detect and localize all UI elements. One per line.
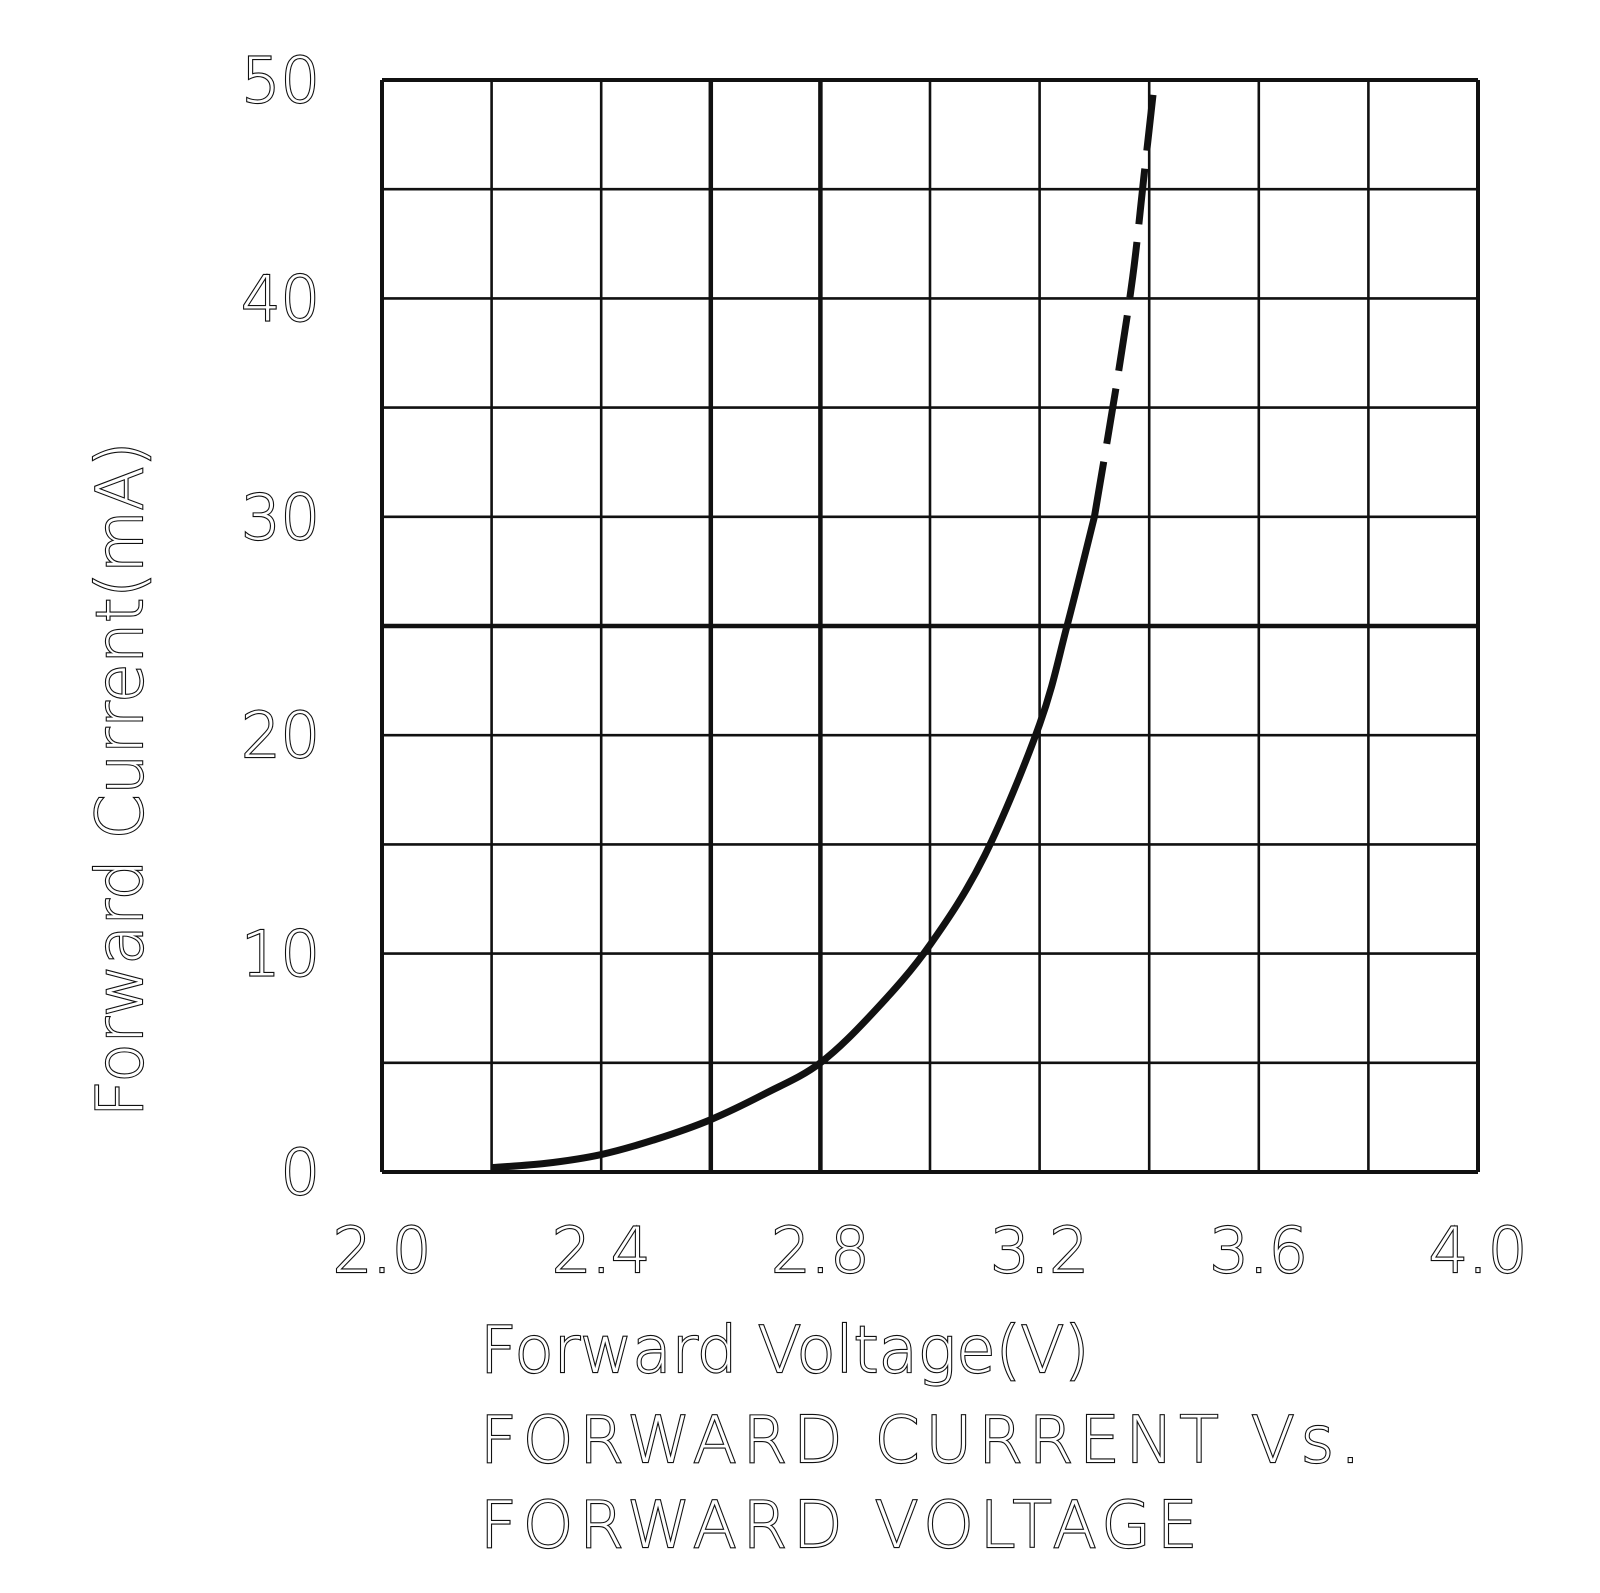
y-tick-label: 10 [241, 918, 320, 991]
grid [380, 78, 1480, 1174]
y-tick-label: 0 [281, 1136, 320, 1209]
series-lines [491, 79, 1159, 1172]
x-tick-label: 3.6 [1209, 1214, 1308, 1287]
chart-title-line-2: FORWARD VOLTAGE [480, 1489, 1203, 1563]
x-tick-label: 2.0 [333, 1214, 432, 1287]
chart-title-line-1: FORWARD CURRENT Vs. [480, 1404, 1366, 1478]
y-tick-label: 20 [241, 699, 320, 772]
x-tick-label: 2.8 [771, 1214, 870, 1287]
y-tick-labels: 0 10 20 30 40 50 [240, 43, 321, 1210]
x-tick-label: 3.2 [990, 1214, 1089, 1287]
x-tick-label: 2.4 [552, 1214, 651, 1287]
y-tick-label: 50 [241, 44, 320, 117]
x-tick-label: 4.0 [1429, 1214, 1528, 1287]
y-axis-title: Forward Current(mA) [84, 442, 158, 1117]
series-line-solid [491, 515, 1098, 1172]
x-tick-labels: 2.0 2.4 2.8 3.2 3.6 4.0 [332, 1213, 1529, 1288]
series-line-dashed [1090, 79, 1159, 518]
y-tick-label: 30 [241, 481, 320, 554]
y-tick-label: 40 [241, 262, 320, 335]
x-axis-title: Forward Voltage(V) [480, 1314, 1089, 1388]
